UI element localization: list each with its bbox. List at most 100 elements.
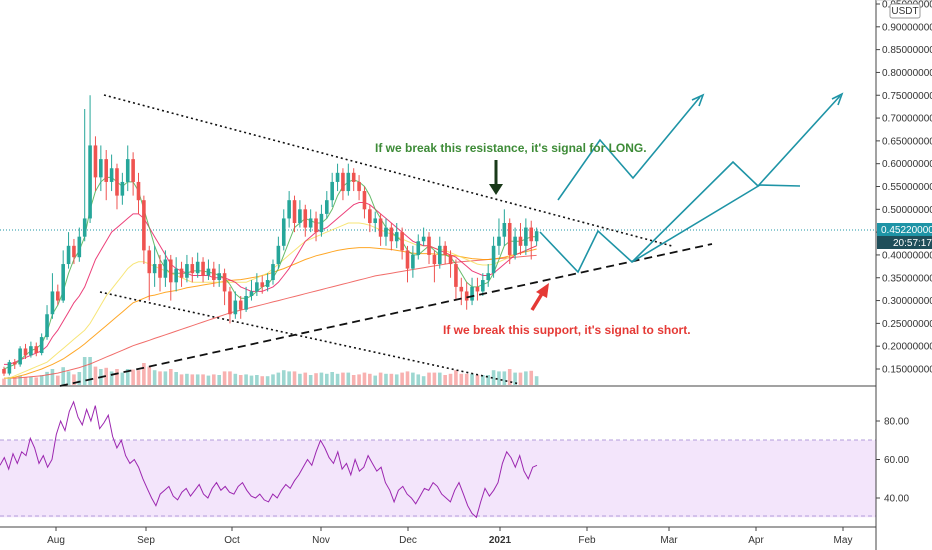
volume-bar xyxy=(529,370,534,385)
volume-bar xyxy=(104,367,109,385)
volume-bar xyxy=(475,375,480,385)
time-tick-label: Sep xyxy=(137,535,155,546)
volume-bar xyxy=(152,370,157,385)
candle-body xyxy=(18,348,22,365)
candle-body xyxy=(29,346,33,356)
volume-bar xyxy=(373,375,378,385)
volume-bar xyxy=(125,369,130,385)
candle-body xyxy=(475,286,480,292)
volume-bar xyxy=(238,375,243,385)
volume-bar xyxy=(190,374,195,385)
candle-body xyxy=(405,250,410,269)
candle-body xyxy=(513,236,517,255)
candle-body xyxy=(308,218,313,228)
rsi-band xyxy=(0,440,876,518)
candle-body xyxy=(195,261,200,274)
volume-bar xyxy=(454,370,458,385)
candle-body xyxy=(389,227,394,242)
countdown-tag xyxy=(877,236,932,249)
candle-body xyxy=(443,245,447,255)
candle-body xyxy=(255,282,259,292)
volume-bar xyxy=(362,372,367,385)
candle-body xyxy=(432,254,437,265)
volume-bar xyxy=(39,375,44,385)
volume-bar xyxy=(405,371,410,385)
volume-bar xyxy=(351,375,356,385)
rsi-tick-label: 60.00 xyxy=(884,455,909,466)
candle-body xyxy=(131,159,135,182)
volume-bar xyxy=(217,375,221,385)
volume-bar xyxy=(56,375,60,385)
time-tick-label: Apr xyxy=(748,535,764,546)
candlesticks xyxy=(2,95,539,376)
volume-bar xyxy=(228,371,232,385)
volume-bar xyxy=(12,378,17,385)
time-tick-label: Nov xyxy=(312,535,330,546)
candle-body xyxy=(163,259,168,278)
volume-bar xyxy=(93,366,98,385)
volume-bar xyxy=(330,372,334,385)
price-tick-label: 0.90000000 xyxy=(882,22,932,33)
lower-channel-trendline[interactable] xyxy=(99,291,521,385)
volume-bar xyxy=(394,374,399,385)
volume-bar xyxy=(470,373,474,385)
volume-bar xyxy=(518,372,523,385)
time-axis[interactable]: Aug Sep Oct Nov Dec 2021 Feb Mar Apr May xyxy=(47,527,852,546)
price-tick-label: 0.40000000 xyxy=(882,250,932,261)
price-tick-label: 0.35000000 xyxy=(882,273,932,284)
support-trendline[interactable] xyxy=(59,243,713,387)
volume-bar xyxy=(18,375,22,385)
candle-body xyxy=(373,218,378,223)
volume-bar xyxy=(66,371,71,385)
candle-body xyxy=(534,231,539,242)
candle-body xyxy=(314,218,318,233)
candle-body xyxy=(212,268,216,281)
time-tick-label: May xyxy=(834,535,853,546)
short-arrow-icon xyxy=(530,283,549,311)
candle-body xyxy=(109,168,114,182)
volume-bar xyxy=(136,370,141,385)
volume-bar xyxy=(174,372,178,385)
price-tick-label: 0.70000000 xyxy=(882,114,932,125)
candle-body xyxy=(244,296,248,310)
candle-body xyxy=(77,236,82,258)
candle-body xyxy=(142,200,146,251)
candle-body xyxy=(61,264,65,301)
candle-body xyxy=(158,264,162,278)
volume-bar xyxy=(260,376,265,385)
rsi-axis[interactable]: 80.00 60.00 40.00 xyxy=(876,417,909,505)
volume-bar xyxy=(448,373,453,385)
candle-body xyxy=(7,362,12,374)
volume-bar xyxy=(507,369,512,385)
volume-bar xyxy=(163,371,168,385)
candle-body xyxy=(427,236,431,255)
volume-bar xyxy=(265,376,270,385)
volume-bar xyxy=(292,371,297,385)
candle-body xyxy=(136,181,141,201)
price-tick-label: 0.55000000 xyxy=(882,182,932,193)
candle-body xyxy=(281,218,286,246)
candle-body xyxy=(394,232,399,242)
volume-bar xyxy=(147,366,152,385)
volume-bar xyxy=(168,369,173,385)
candle-body xyxy=(125,159,130,182)
rsi-tick-label: 80.00 xyxy=(884,417,909,428)
candle-body xyxy=(206,268,211,276)
time-tick-label: Oct xyxy=(224,535,240,546)
currency-label: USDT xyxy=(889,3,921,19)
candle-body xyxy=(238,300,243,310)
price-tick-label: 0.60000000 xyxy=(882,159,932,170)
candle-body xyxy=(190,264,195,274)
candle-body xyxy=(319,213,324,233)
candle-body xyxy=(260,282,265,287)
volume-bar xyxy=(443,375,447,385)
volume-bar xyxy=(72,374,76,385)
projection-long-path[interactable] xyxy=(557,96,701,201)
candle-body xyxy=(292,200,297,223)
short-annotation: If we break this support, it's signal to… xyxy=(443,323,691,337)
projection-path-lower[interactable] xyxy=(539,184,801,274)
volume-bar xyxy=(131,369,135,385)
projection-path-second[interactable] xyxy=(631,95,841,263)
time-tick-label: Dec xyxy=(399,535,417,546)
